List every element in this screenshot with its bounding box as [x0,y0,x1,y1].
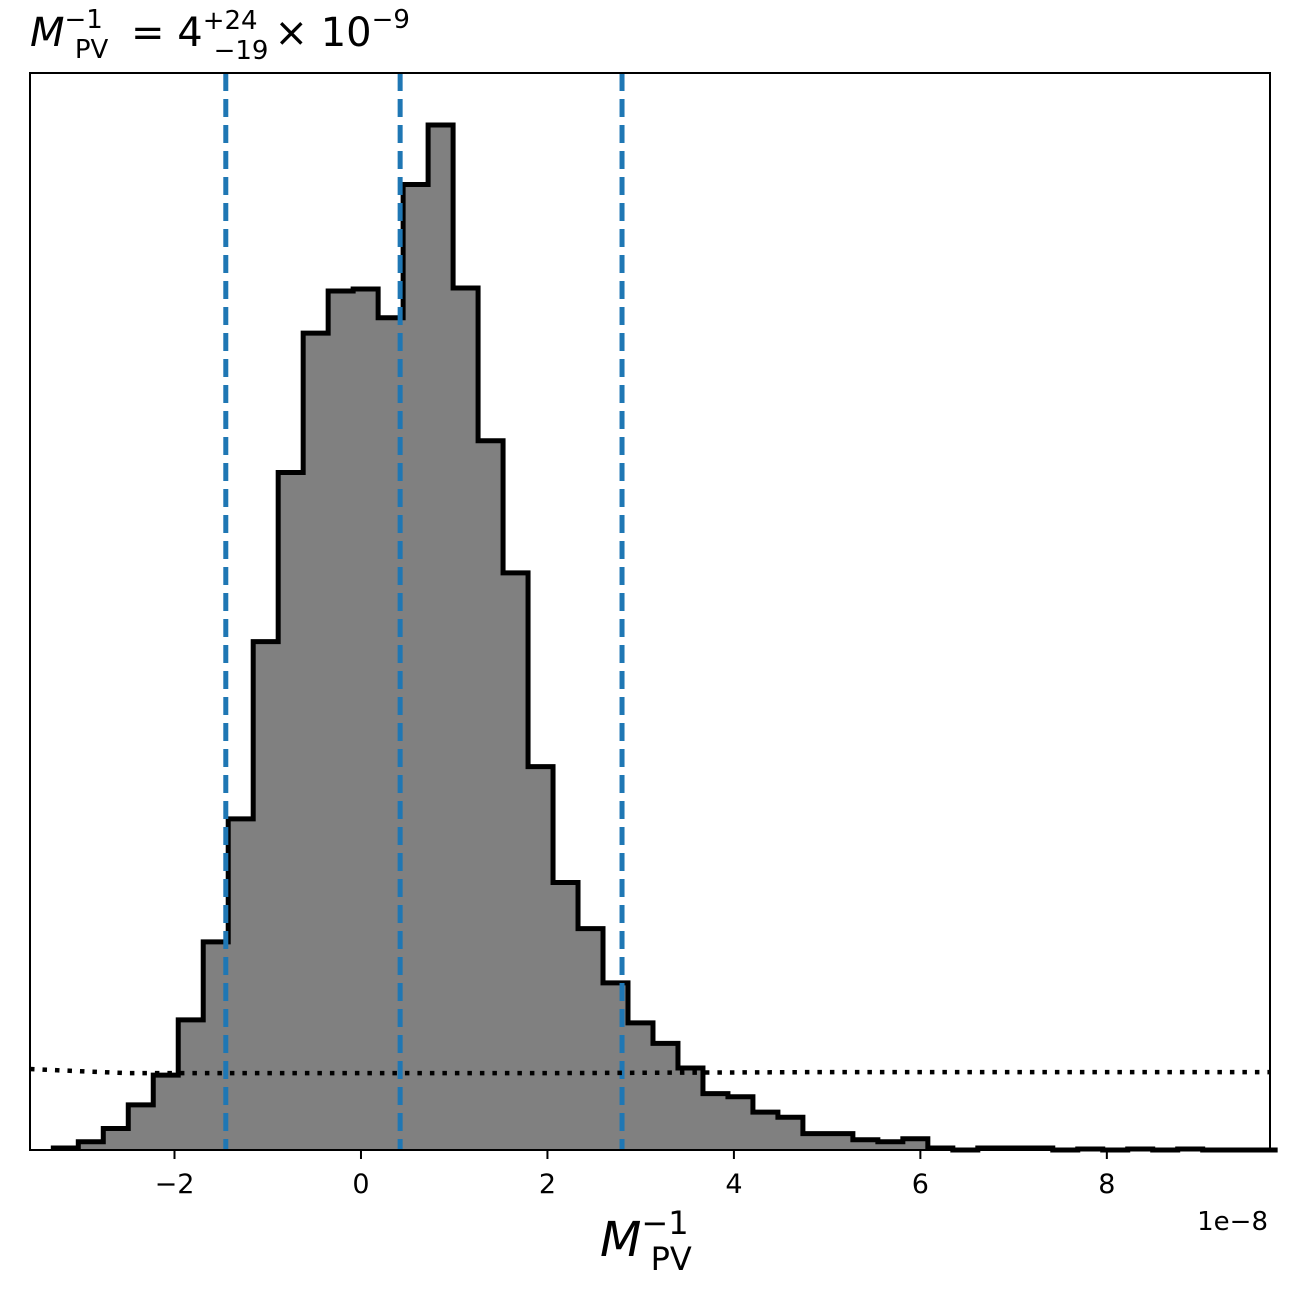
histogram-bar [777,1117,804,1150]
histogram-bar [153,1075,179,1150]
axes-frame [29,72,1271,1151]
histogram-bar [78,1141,104,1150]
chart-title: M−1 PV = 4+24 −19 × 10−9 [30,5,410,66]
histogram-bar [652,1043,679,1150]
histogram-bar [752,1112,779,1150]
histogram-bar [503,572,529,1150]
histogram-bar [303,333,329,1150]
histogram-bar [877,1141,904,1150]
histogram-bar [603,982,629,1150]
histogram-bar [478,440,504,1150]
histogram-bar [553,882,579,1150]
histogram-bar [578,928,604,1150]
x-tick-label: 2 [539,1169,556,1200]
histogram-bar [802,1133,829,1150]
histogram-bar [727,1096,754,1150]
x-axis-ticks: −2 0 2 4 6 8 [155,1150,1115,1200]
x-tick-label: −2 [155,1169,195,1200]
histogram-bar [253,641,279,1150]
histogram-outline [50,122,1278,1153]
histogram-bar [453,287,479,1151]
histogram-bar [827,1133,854,1150]
histogram-bars [53,125,1204,1151]
x-tick-label: 4 [725,1169,742,1200]
histogram-bar [528,766,554,1150]
x-axis-offset-label: 1e−8 [1197,1207,1268,1237]
histogram-bar [128,1104,154,1150]
x-axis-label: M−1 PV [600,1204,692,1278]
quantile-lines [223,73,625,1150]
histogram-bar [278,472,304,1151]
histogram-bar [627,1022,654,1150]
histogram-bar [677,1068,704,1150]
histogram-bar [353,289,379,1150]
x-tick-label: 0 [352,1169,369,1200]
histogram-bar [403,184,429,1150]
x-tick-label: 6 [912,1169,929,1200]
histogram-bar [902,1138,929,1150]
histogram-bar [228,818,254,1150]
histogram-bar [103,1128,129,1150]
histogram-bar [428,125,454,1150]
prior-line [29,1066,1270,1076]
plot-area [29,73,1278,1153]
histogram-bar [702,1093,729,1150]
histogram-bar [328,291,354,1150]
histogram-bar [852,1139,879,1150]
x-tick-label: 8 [1098,1169,1115,1200]
histogram-bar [178,1019,204,1150]
